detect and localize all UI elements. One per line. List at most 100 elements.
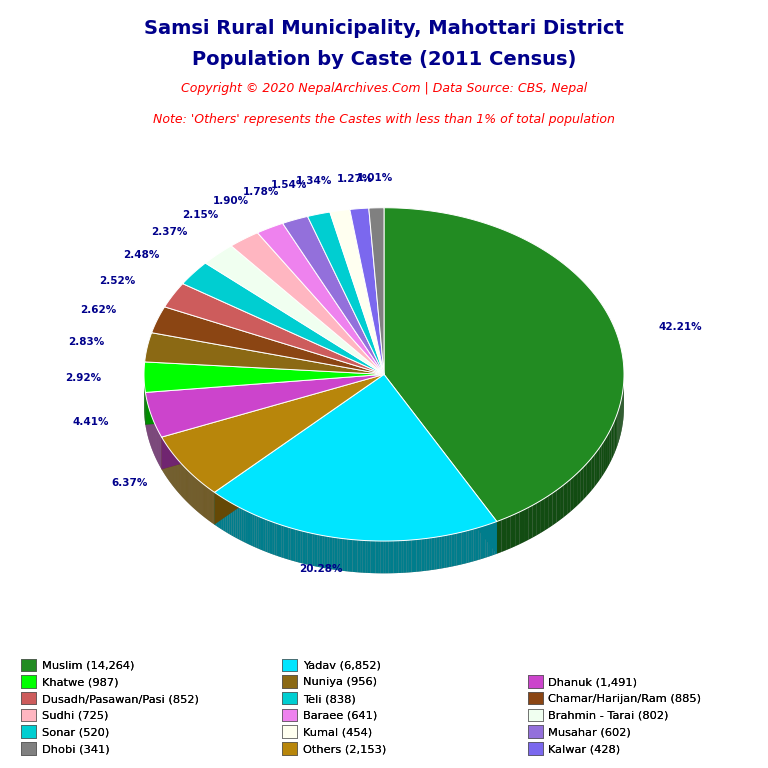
Polygon shape bbox=[358, 540, 360, 572]
Polygon shape bbox=[279, 525, 281, 558]
Polygon shape bbox=[343, 538, 345, 571]
Polygon shape bbox=[620, 402, 621, 438]
Polygon shape bbox=[293, 528, 296, 561]
Polygon shape bbox=[606, 435, 608, 470]
Polygon shape bbox=[329, 537, 333, 569]
Polygon shape bbox=[427, 538, 429, 571]
Polygon shape bbox=[323, 535, 325, 568]
Polygon shape bbox=[466, 531, 468, 563]
Polygon shape bbox=[248, 511, 250, 545]
Polygon shape bbox=[611, 424, 613, 460]
Polygon shape bbox=[389, 541, 391, 573]
PathPatch shape bbox=[144, 333, 384, 375]
Polygon shape bbox=[339, 538, 343, 571]
Polygon shape bbox=[434, 537, 437, 570]
PathPatch shape bbox=[384, 208, 624, 521]
Polygon shape bbox=[274, 523, 276, 556]
Polygon shape bbox=[384, 375, 497, 554]
Polygon shape bbox=[406, 540, 409, 573]
Polygon shape bbox=[437, 537, 439, 569]
Polygon shape bbox=[444, 535, 447, 568]
Polygon shape bbox=[586, 461, 589, 496]
Polygon shape bbox=[254, 515, 257, 548]
Polygon shape bbox=[581, 467, 583, 502]
Polygon shape bbox=[298, 530, 300, 563]
Text: 1.54%: 1.54% bbox=[270, 180, 307, 190]
Polygon shape bbox=[161, 375, 384, 469]
Polygon shape bbox=[495, 521, 497, 554]
Polygon shape bbox=[567, 479, 571, 515]
Polygon shape bbox=[236, 505, 237, 538]
Polygon shape bbox=[144, 375, 624, 573]
Polygon shape bbox=[483, 525, 485, 558]
Polygon shape bbox=[250, 513, 252, 546]
PathPatch shape bbox=[231, 233, 384, 375]
Polygon shape bbox=[214, 492, 217, 526]
Polygon shape bbox=[583, 464, 586, 499]
PathPatch shape bbox=[145, 375, 384, 437]
Polygon shape bbox=[589, 458, 592, 493]
Polygon shape bbox=[391, 541, 393, 573]
Polygon shape bbox=[616, 413, 617, 449]
Polygon shape bbox=[337, 538, 339, 571]
Polygon shape bbox=[281, 525, 283, 558]
Polygon shape bbox=[452, 534, 454, 567]
Polygon shape bbox=[383, 541, 386, 573]
Polygon shape bbox=[454, 533, 457, 566]
Legend: Muslim (14,264), Khatwe (987), Dusadh/Pasawan/Pasi (852), Sudhi (725), Sonar (52: Muslim (14,264), Khatwe (987), Dusadh/Pa… bbox=[21, 658, 198, 755]
Polygon shape bbox=[333, 537, 335, 570]
PathPatch shape bbox=[214, 375, 497, 541]
Polygon shape bbox=[145, 375, 384, 425]
Polygon shape bbox=[242, 508, 243, 542]
Polygon shape bbox=[214, 375, 384, 525]
Polygon shape bbox=[317, 535, 319, 568]
Polygon shape bbox=[267, 520, 270, 553]
Polygon shape bbox=[376, 541, 378, 573]
Polygon shape bbox=[290, 528, 293, 561]
Text: 2.15%: 2.15% bbox=[183, 210, 219, 220]
Text: 4.41%: 4.41% bbox=[73, 418, 109, 428]
Polygon shape bbox=[549, 493, 553, 528]
Polygon shape bbox=[610, 428, 611, 463]
Polygon shape bbox=[288, 528, 290, 560]
PathPatch shape bbox=[330, 210, 384, 375]
Polygon shape bbox=[532, 503, 537, 538]
Polygon shape bbox=[307, 532, 310, 565]
Polygon shape bbox=[327, 536, 329, 569]
Polygon shape bbox=[613, 420, 614, 456]
Polygon shape bbox=[457, 533, 459, 565]
Legend: Yadav (6,852), Nuniya (956), Teli (838), Baraee (641), Kumal (454), Others (2,15: Yadav (6,852), Nuniya (956), Teli (838),… bbox=[282, 658, 386, 755]
Polygon shape bbox=[528, 505, 532, 540]
Polygon shape bbox=[439, 536, 442, 569]
Polygon shape bbox=[520, 510, 524, 545]
Text: 2.92%: 2.92% bbox=[65, 372, 101, 382]
Polygon shape bbox=[404, 541, 406, 573]
Polygon shape bbox=[226, 500, 227, 533]
Polygon shape bbox=[373, 541, 376, 573]
Polygon shape bbox=[506, 516, 511, 550]
Polygon shape bbox=[276, 524, 279, 557]
Polygon shape bbox=[577, 470, 581, 505]
Polygon shape bbox=[227, 501, 230, 535]
Polygon shape bbox=[243, 510, 246, 543]
Polygon shape bbox=[556, 488, 560, 522]
Polygon shape bbox=[419, 539, 422, 571]
PathPatch shape bbox=[183, 263, 384, 375]
Polygon shape bbox=[237, 506, 240, 540]
PathPatch shape bbox=[205, 246, 384, 375]
Text: Samsi Rural Municipality, Mahottari District: Samsi Rural Municipality, Mahottari Dist… bbox=[144, 19, 624, 38]
Text: 2.48%: 2.48% bbox=[123, 250, 159, 260]
Polygon shape bbox=[553, 490, 556, 525]
Polygon shape bbox=[230, 502, 231, 535]
Polygon shape bbox=[368, 541, 370, 573]
Polygon shape bbox=[617, 409, 618, 445]
Polygon shape bbox=[384, 375, 497, 554]
Polygon shape bbox=[360, 540, 362, 573]
Text: 42.21%: 42.21% bbox=[659, 322, 703, 332]
Text: Population by Caste (2011 Census): Population by Caste (2011 Census) bbox=[192, 50, 576, 69]
PathPatch shape bbox=[257, 223, 384, 375]
Polygon shape bbox=[537, 501, 541, 535]
Polygon shape bbox=[300, 531, 303, 564]
Polygon shape bbox=[310, 533, 313, 566]
Polygon shape bbox=[564, 482, 567, 517]
